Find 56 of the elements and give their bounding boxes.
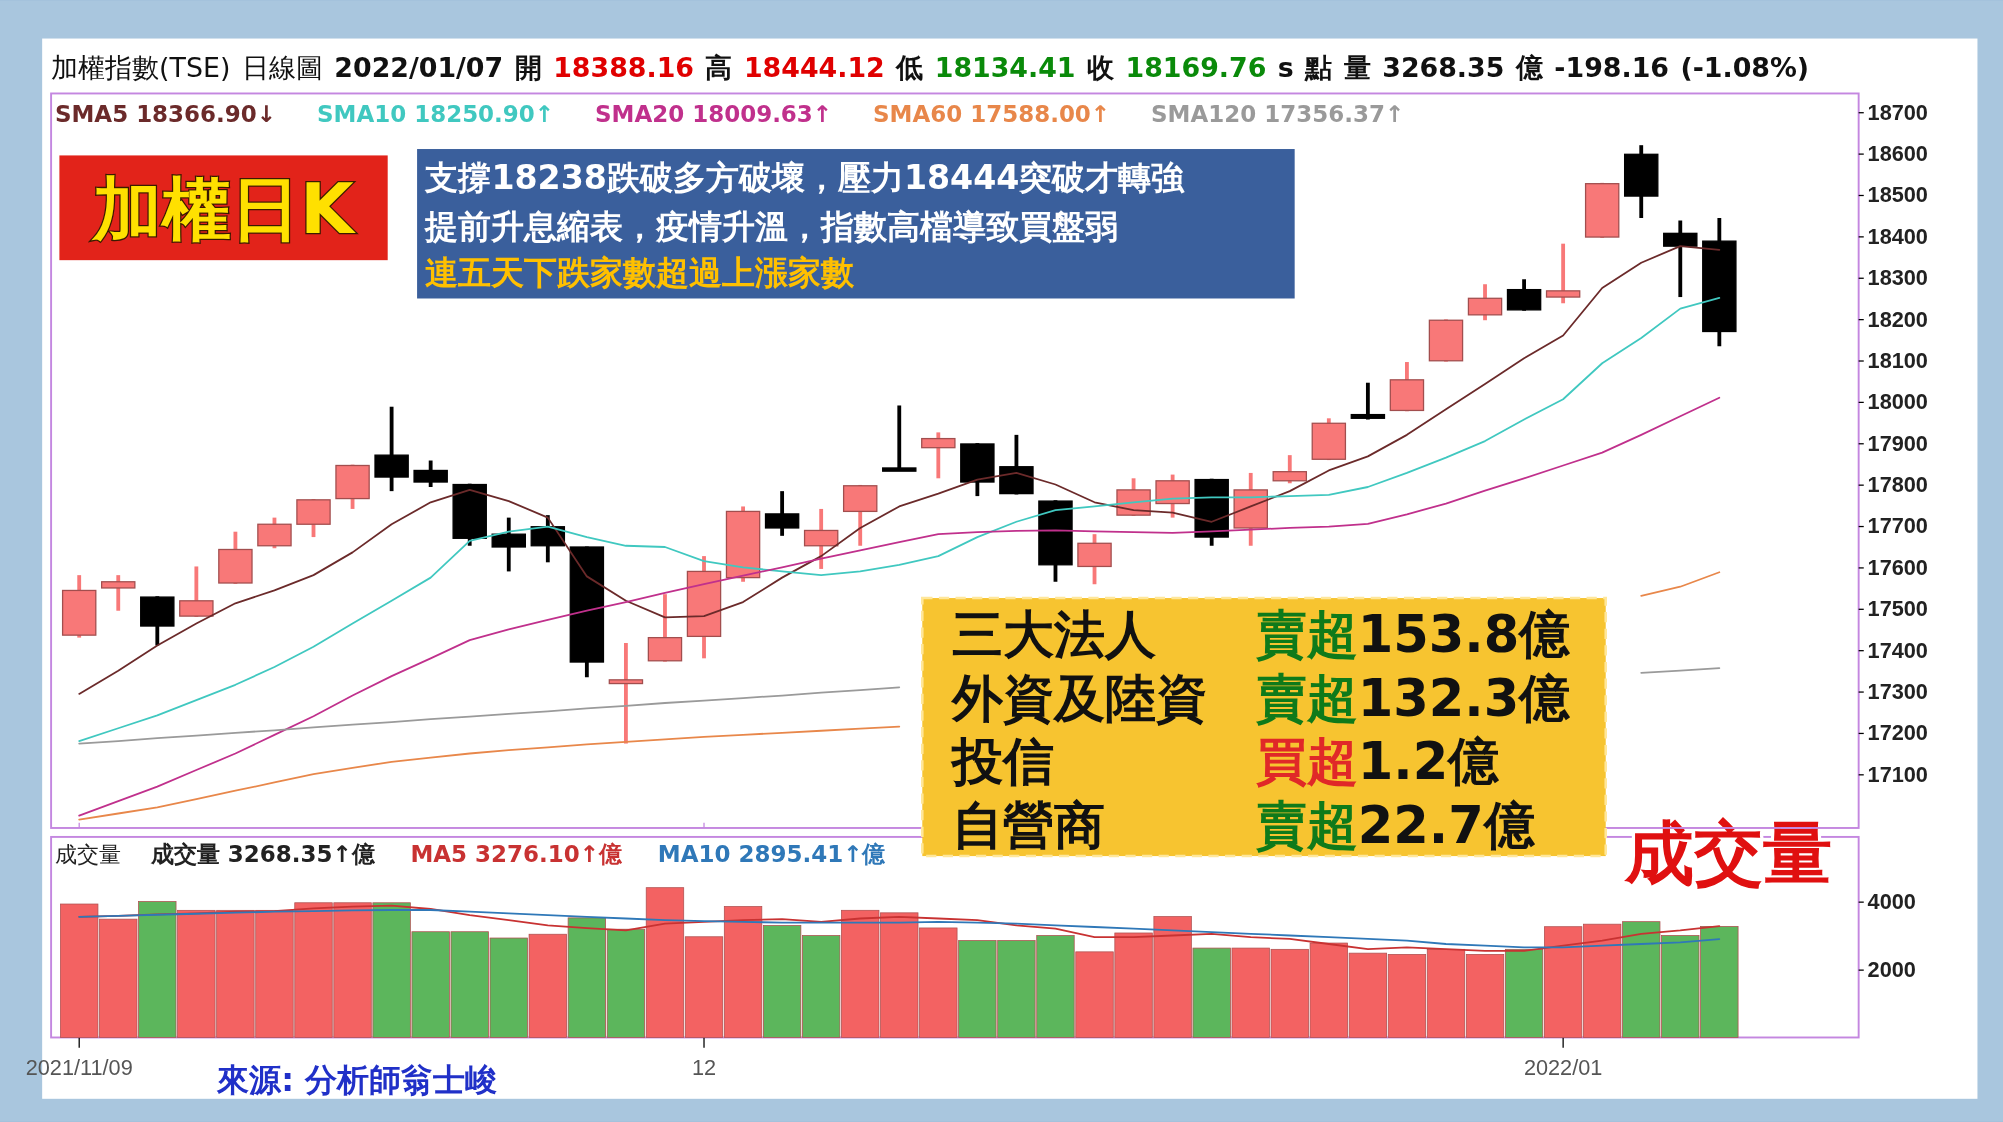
annotation: 支撐18238跌破多方破壞，壓力18444突破才轉強	[424, 158, 1186, 198]
y-tick-label: 17100	[1867, 761, 1928, 787]
y-tick-label: 18100	[1867, 347, 1928, 373]
annotation: 153.8億	[1357, 604, 1572, 664]
annotation: 提前升息縮表，疫情升溫，指數高檔導致買盤弱	[424, 206, 1119, 246]
x-tick-label: 2022/01	[1523, 1055, 1603, 1081]
annotation: 賣超	[1254, 796, 1358, 856]
y-tick-label: 17200	[1867, 720, 1928, 746]
y-tick-label: 17400	[1867, 637, 1928, 663]
y-tick-label: 2000	[1867, 957, 1916, 983]
annotation: 賣超	[1254, 668, 1358, 728]
text: SMA60 17588.00↑	[873, 100, 1111, 127]
y-tick-label: 18600	[1867, 141, 1928, 167]
annotation: 1.2億	[1357, 732, 1501, 792]
candlestick	[882, 405, 917, 472]
annotation: 自營商	[951, 796, 1105, 856]
x-tick-label: 2021/11/09	[25, 1055, 133, 1081]
annotation: 外資及陸資	[949, 668, 1207, 728]
candlestick	[608, 643, 644, 744]
annotation: 連五天下跌家數超過上漲家數	[425, 252, 856, 292]
series-label: 成交量 3268.35↑億	[149, 841, 376, 868]
y-tick-label: 18000	[1867, 389, 1928, 415]
candlestick	[921, 432, 956, 479]
y-tick-label: 17500	[1867, 596, 1928, 622]
candlestick	[1350, 382, 1386, 420]
y-tick-label: 17900	[1867, 430, 1928, 456]
chart-title: 加權指數(TSE) 日線圖 2022/01/07 開 18388.16 高 18444.12 低 18134.41 收 18169.76 s 點 量 3268.35 億 -198.16 (-1.08%)	[51, 51, 1810, 83]
chart-title: 成交量	[54, 842, 121, 868]
candlestick	[101, 575, 136, 611]
y-tick-label: 18500	[1867, 182, 1928, 208]
y-tick-label: 18400	[1867, 223, 1928, 249]
text: SMA120 17356.37↑	[1151, 100, 1405, 127]
y-tick-label: 4000	[1867, 889, 1916, 915]
text: MA10 2895.41↑億	[657, 841, 887, 868]
annotation: 買超	[1255, 732, 1358, 792]
candlestick	[1663, 220, 1698, 298]
text: SMA20 18009.63↑	[594, 100, 833, 127]
series-label: MA5 3276.10↑億	[410, 841, 624, 868]
annotation: 成交量	[1623, 812, 1832, 893]
y-tick-label: 18700	[1867, 99, 1928, 125]
x-tick-label: 12	[691, 1055, 717, 1081]
text: SMA5 18366.90↓	[54, 100, 277, 127]
y-tick-label: 17600	[1867, 554, 1928, 580]
text: SMA10 18250.90↑	[316, 100, 555, 127]
y-tick-label: 17700	[1867, 513, 1928, 539]
y-tick-label: 18200	[1867, 306, 1928, 332]
y-tick-label: 17300	[1867, 679, 1928, 705]
y-tick-label: 18300	[1867, 265, 1928, 291]
text: 來源: 分析師翁士峻	[216, 1061, 498, 1100]
annotation: 賣超	[1254, 604, 1358, 664]
annotation: 22.7億	[1357, 796, 1536, 856]
y-tick-label: 17800	[1867, 472, 1928, 498]
annotation: 投信	[949, 732, 1054, 792]
candlestick	[1545, 243, 1581, 304]
annotation: 三大法人	[951, 604, 1156, 664]
annotation: 132.3億	[1357, 668, 1572, 728]
